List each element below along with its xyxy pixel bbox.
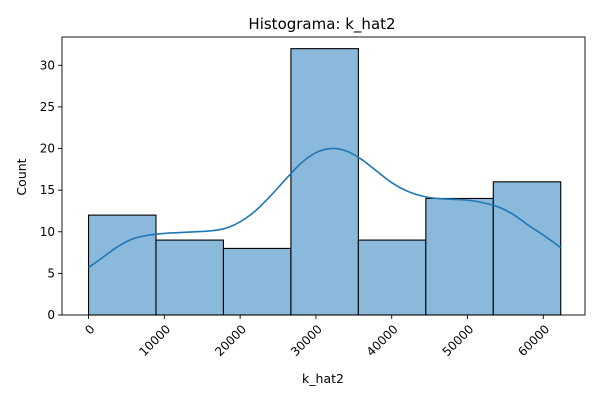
y-tick-label: 0 bbox=[47, 308, 55, 322]
histogram-bar bbox=[290, 48, 359, 316]
x-tick-label: 10000 bbox=[136, 322, 173, 359]
histogram-bar bbox=[357, 239, 427, 316]
y-tick-label: 5 bbox=[47, 266, 55, 280]
histogram-bar bbox=[87, 214, 157, 316]
x-tick-label: 40000 bbox=[364, 322, 401, 359]
y-axis-label: Count bbox=[14, 158, 29, 195]
x-tick-label: 0 bbox=[82, 322, 97, 337]
y-tick-label: 10 bbox=[40, 225, 55, 239]
x-axis-label: k_hat2 bbox=[302, 371, 344, 386]
histogram-bar bbox=[155, 239, 224, 316]
x-tick-label: 30000 bbox=[288, 322, 325, 359]
x-tick-label: 20000 bbox=[212, 322, 249, 359]
x-tick-label: 60000 bbox=[515, 322, 552, 359]
y-axis-ticks: 0 5 10 15 20 25 30 bbox=[40, 58, 62, 322]
x-tick-label: 50000 bbox=[440, 322, 477, 359]
y-tick-label: 15 bbox=[40, 183, 55, 197]
histogram-bar bbox=[222, 247, 292, 316]
y-tick-label: 20 bbox=[40, 142, 55, 156]
kde-line bbox=[88, 147, 562, 269]
histogram-bar bbox=[425, 197, 494, 316]
y-tick-label: 30 bbox=[40, 58, 55, 72]
x-axis-ticks: 0 10000 20000 30000 40000 50000 60000 bbox=[82, 315, 552, 359]
y-tick-label: 25 bbox=[40, 100, 55, 114]
histogram-bars bbox=[87, 48, 562, 316]
plot-frame bbox=[61, 36, 586, 316]
histogram-bar bbox=[492, 181, 562, 316]
chart-title: Histograma: k_hat2 bbox=[248, 15, 395, 34]
